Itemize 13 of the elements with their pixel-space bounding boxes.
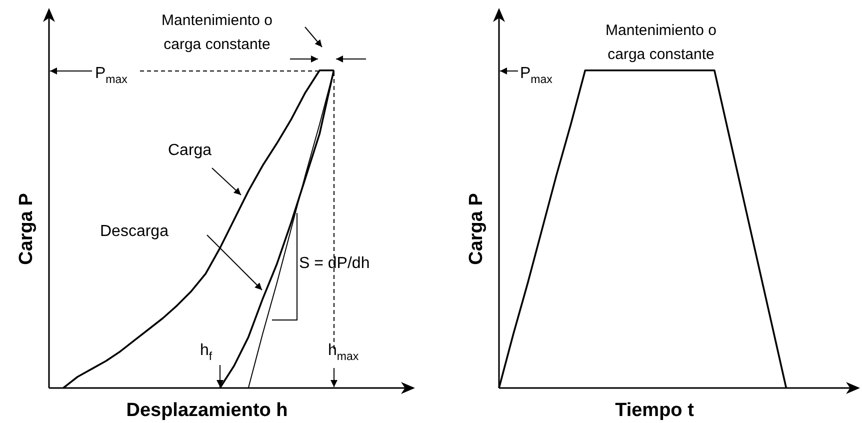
text: Mantenimiento o carga constante (606, 22, 716, 63)
y-axis-title: Carga P (466, 192, 487, 265)
annotation: P$_{max}$ (520, 65, 553, 86)
x-axis-title: Tiempo t (615, 400, 695, 421)
annotation: P$_{max}$ (95, 65, 128, 86)
x-axis-title: Desplazamiento h (126, 400, 288, 421)
annotation: h$_{max}$ (328, 342, 359, 364)
text: Mantenimiento o carga constante (162, 12, 272, 53)
annotation: h$_{f}$ (200, 342, 213, 364)
annotation: Carga (168, 142, 212, 159)
annotation: Descarga (100, 223, 169, 240)
y-axis-title: Carga P (16, 192, 37, 265)
annotation: S = dP/dh (299, 255, 370, 272)
